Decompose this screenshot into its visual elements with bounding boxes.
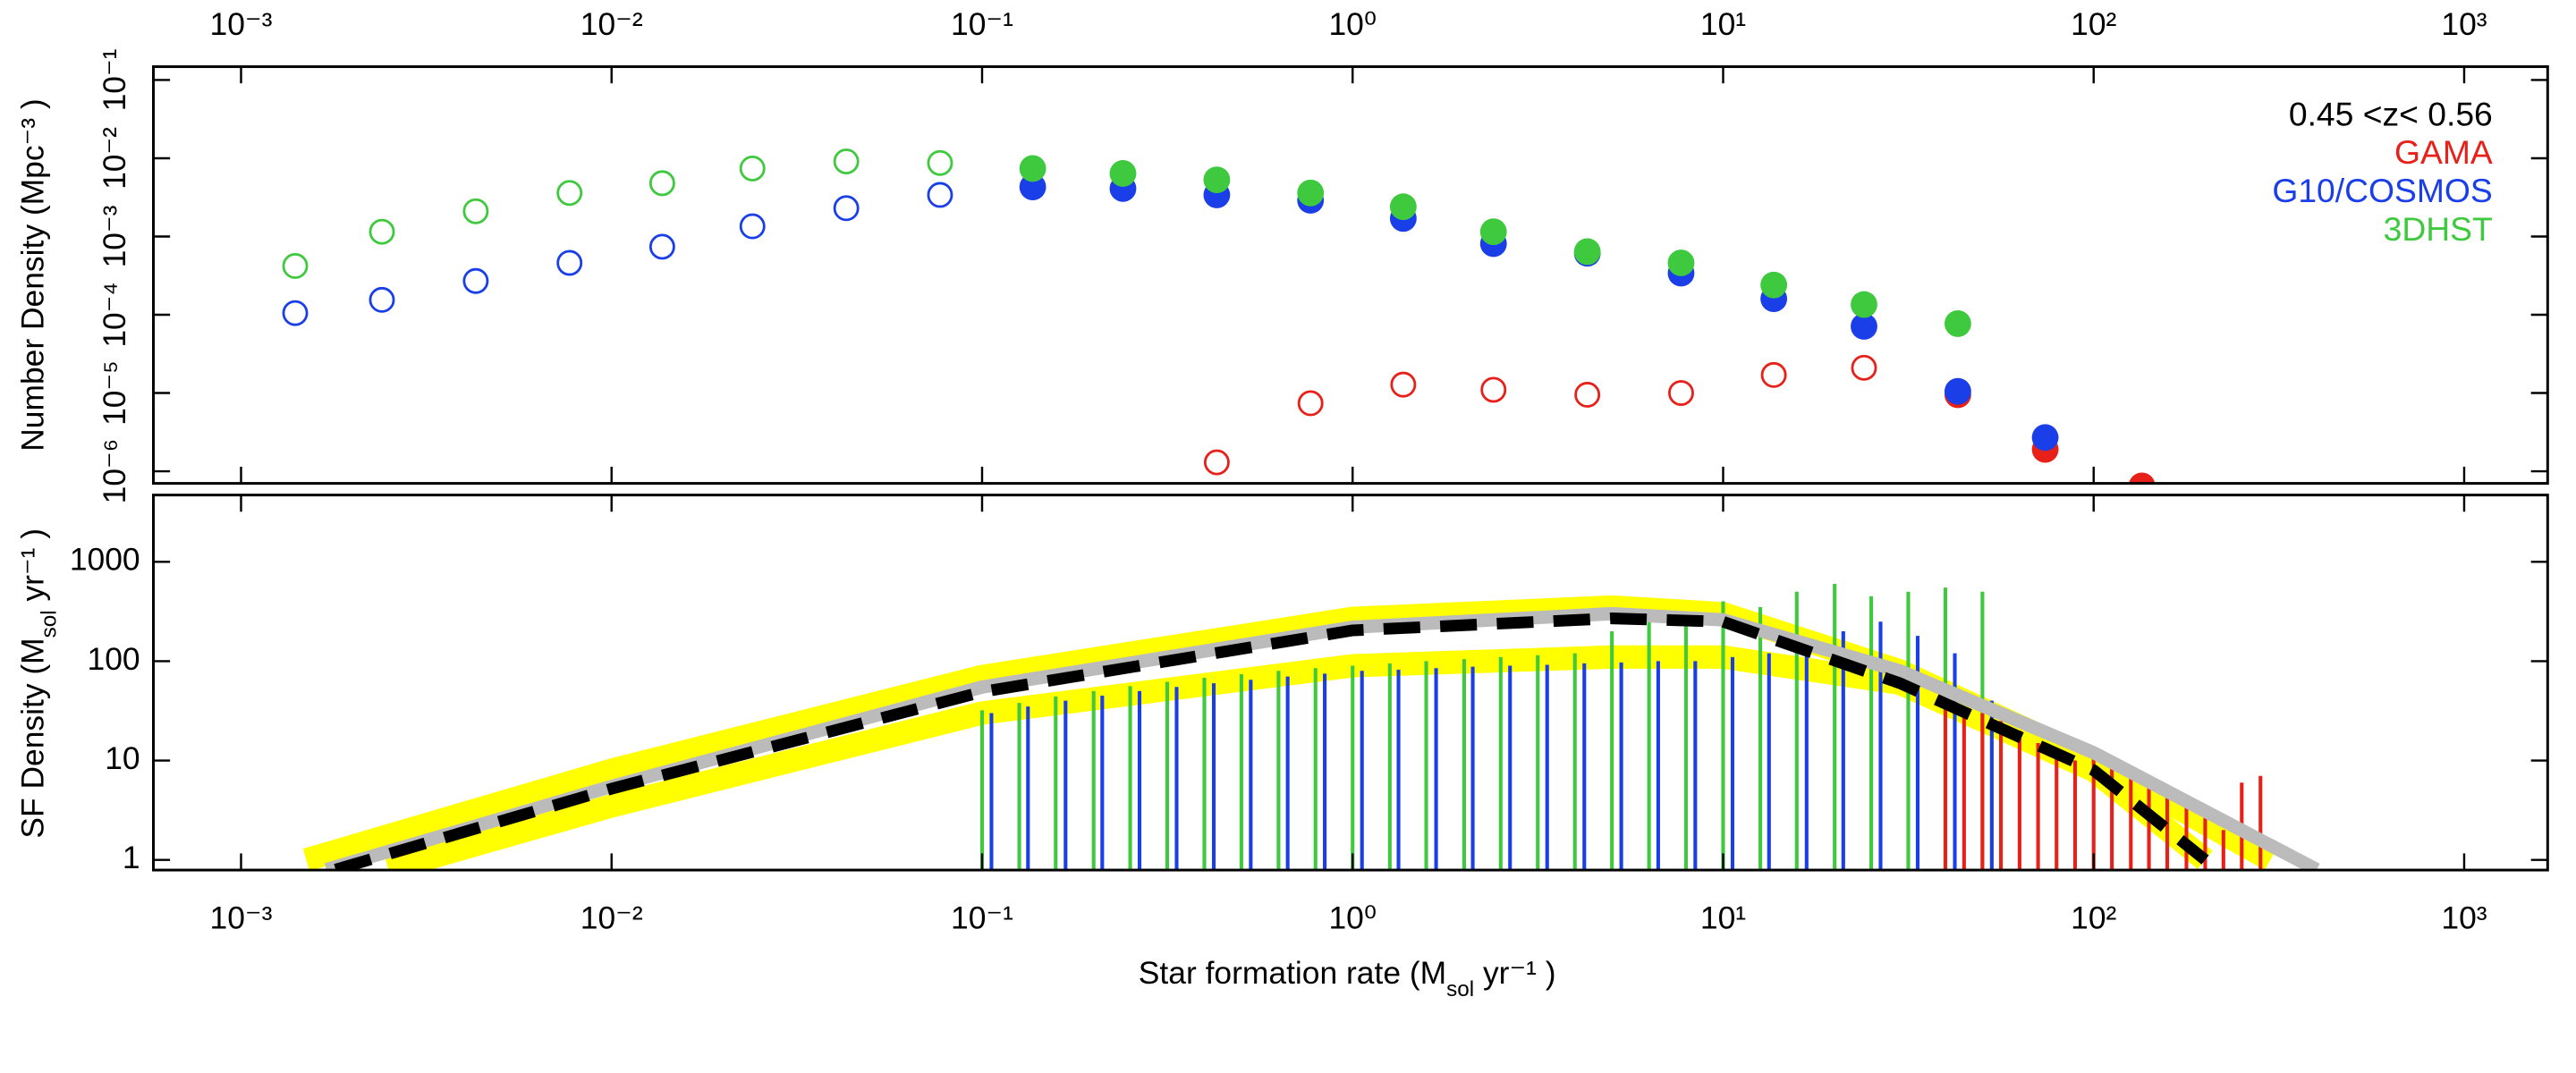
label-part: Star formation rate (M <box>1139 955 1446 991</box>
x-tick-label: 10¹ <box>1700 900 1746 935</box>
data-point <box>648 170 675 197</box>
data-point <box>1573 238 1601 266</box>
data-point <box>369 218 395 245</box>
data-point <box>282 253 309 279</box>
data-point <box>648 233 675 260</box>
label-part: yr⁻¹ ) <box>1474 955 1555 991</box>
data-point <box>927 182 953 208</box>
data-point <box>1668 380 1694 406</box>
x-tick-label: 10⁰ <box>1328 900 1377 935</box>
data-point <box>1760 361 1787 388</box>
x-tick-label: 10⁻³ <box>210 6 273 42</box>
x-tick-label: 10⁻² <box>580 900 643 935</box>
panel-frame <box>152 494 2549 872</box>
x-tick-label: 10² <box>2071 6 2116 42</box>
data-point <box>1851 354 1877 381</box>
y-axis-label: SF Density (Msol yr⁻¹ ) <box>14 528 61 839</box>
x-tick-label: 10⁻² <box>580 6 643 42</box>
fit-line <box>334 613 2209 871</box>
y-tick-label: 10⁻¹ <box>97 48 132 111</box>
data-point <box>462 267 489 294</box>
label-part: SF Density (M <box>14 638 50 838</box>
data-point <box>1389 193 1417 221</box>
x-tick-label: 10⁻¹ <box>951 6 1013 42</box>
data-point <box>556 180 583 207</box>
x-tick-label: 10² <box>2071 900 2116 935</box>
label-part: yr⁻¹ ) <box>14 528 50 610</box>
data-point <box>369 286 395 313</box>
y-tick-label: 10 <box>105 740 140 776</box>
panel-frame <box>152 65 2549 486</box>
data-point <box>1851 291 1877 318</box>
data-point <box>1479 218 1507 246</box>
data-point <box>1851 313 1877 340</box>
plot-area <box>282 148 2156 484</box>
x-tick-label: 10³ <box>2441 6 2487 42</box>
data-point <box>1019 155 1046 182</box>
x-tick-label: 10⁻³ <box>210 900 273 935</box>
data-point <box>1203 166 1231 194</box>
data-point <box>739 155 766 182</box>
data-point <box>1019 173 1046 200</box>
y-tick-label: 100 <box>88 641 140 677</box>
data-point <box>833 195 860 222</box>
data-point <box>556 249 583 276</box>
data-point <box>1944 310 1971 337</box>
y-axis-label: Number Density (Mpc⁻³ ) <box>14 98 50 451</box>
y-tick-label: 10⁻⁶ <box>97 439 132 504</box>
legend-entry: GAMA <box>2394 133 2493 171</box>
legend-title: 0.45 <z< 0.56 <box>2289 95 2493 132</box>
data-point <box>739 213 766 240</box>
data-point <box>1297 179 1325 207</box>
data-point <box>1203 449 1230 476</box>
x-tick-label: 10⁰ <box>1328 6 1377 42</box>
x-tick-label: 10⁻¹ <box>951 900 1013 935</box>
y-tick-label: 10⁻⁴ <box>97 282 132 347</box>
y-tick-label: 1 <box>123 840 140 875</box>
y-tick-label: 10⁻³ <box>97 205 132 267</box>
data-point <box>2129 472 2156 484</box>
data-point <box>1390 371 1417 398</box>
data-point <box>927 149 953 176</box>
data-point <box>1109 160 1137 187</box>
data-point <box>1944 377 1971 405</box>
data-point <box>282 300 309 326</box>
y-tick-label: 10⁻² <box>97 127 132 190</box>
data-point <box>833 148 860 175</box>
label-subscript: sol <box>1446 976 1474 1001</box>
data-point <box>1297 390 1324 417</box>
x-tick-label: 10³ <box>2441 900 2487 935</box>
data-point <box>1574 382 1601 408</box>
label-subscript: sol <box>37 610 61 638</box>
data-point <box>1667 249 1695 276</box>
y-tick-label: 1000 <box>70 542 140 578</box>
legend-entry: G10/COSMOS <box>2272 172 2492 209</box>
x-tick-label: 10¹ <box>1700 6 1746 42</box>
x-axis-label: Star formation rate (Msol yr⁻¹ ) <box>1139 955 1556 1001</box>
y-tick-label: 10⁻⁵ <box>97 360 132 426</box>
data-point <box>2031 424 2059 452</box>
plot-area <box>302 583 2320 871</box>
data-point <box>1480 376 1507 403</box>
legend-entry: 3DHST <box>2384 210 2493 248</box>
data-point <box>1760 271 1788 299</box>
data-point <box>462 198 489 224</box>
